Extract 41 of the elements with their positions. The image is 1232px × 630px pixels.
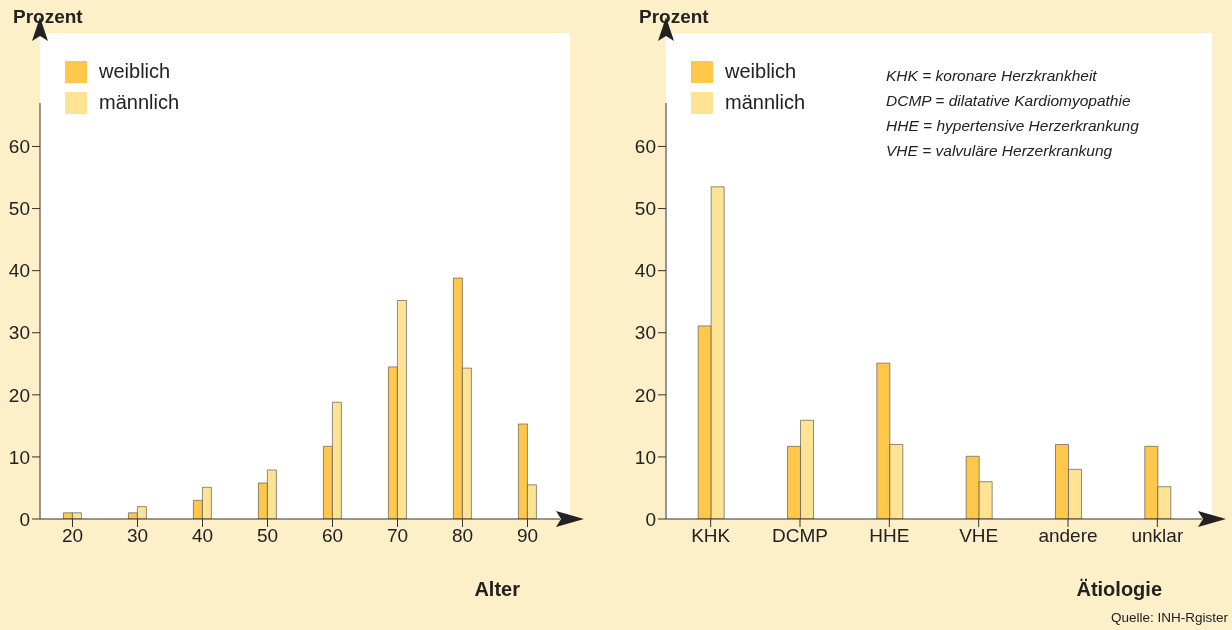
x-axis-title: Alter xyxy=(474,578,520,601)
x-tick-label: 30 xyxy=(126,525,149,547)
annotation: VHE = valvuläre Herzerkrankung xyxy=(886,141,1114,161)
x-tick-label: 90 xyxy=(516,525,539,547)
legend-label: männlich xyxy=(725,91,806,114)
y-tick-label: 50 xyxy=(634,198,656,220)
y-tick-label: 0 xyxy=(645,508,656,530)
x-tick-label: DCMP xyxy=(772,525,828,547)
x-tick-label: 60 xyxy=(321,525,344,547)
text: KHK = koronare Herzkrankheit xyxy=(886,66,1098,86)
x-tick-label: VHE xyxy=(959,525,999,547)
y-tick-label: 0 xyxy=(19,508,30,530)
y-tick-label: 60 xyxy=(634,136,656,158)
y-tick-label: 40 xyxy=(634,260,656,282)
legend-label: weiblich xyxy=(725,60,797,83)
y-tick-label: 30 xyxy=(634,322,656,344)
y-tick-label: 10 xyxy=(634,446,656,468)
y-axis-title: Prozent xyxy=(13,6,83,28)
y-tick-label: 60 xyxy=(8,136,30,158)
x-tick-label: 80 xyxy=(451,525,474,547)
x-axis-title: Ätiologie xyxy=(1076,578,1162,601)
x-tick-label: HHE xyxy=(869,525,910,547)
x-tick-label: 40 xyxy=(191,525,214,547)
y-tick-label: 50 xyxy=(8,198,30,220)
x-tick-label: unklar xyxy=(1131,525,1184,547)
legend-label: männlich xyxy=(99,91,180,114)
x-tick-label: KHK xyxy=(691,525,731,547)
y-tick-label: 10 xyxy=(8,446,30,468)
x-tick-label: 20 xyxy=(61,525,84,547)
y-tick-label: 40 xyxy=(8,260,30,282)
annotation: DCMP = dilatative Kardiomyopathie xyxy=(886,91,1132,111)
y-tick-label: 30 xyxy=(8,322,30,344)
y-tick-label: 20 xyxy=(634,384,656,406)
x-tick-label: 70 xyxy=(386,525,409,547)
y-axis-title: Prozent xyxy=(639,6,709,28)
source-note: Quelle: INH-Rgister xyxy=(1110,610,1228,625)
annotation: HHE = hypertensive Herzerkrankung xyxy=(886,116,1139,136)
legend-label: weiblich xyxy=(99,60,171,83)
y-tick-label: 20 xyxy=(8,384,30,406)
x-tick-label: andere xyxy=(1038,525,1098,547)
x-tick-label: 50 xyxy=(256,525,279,547)
